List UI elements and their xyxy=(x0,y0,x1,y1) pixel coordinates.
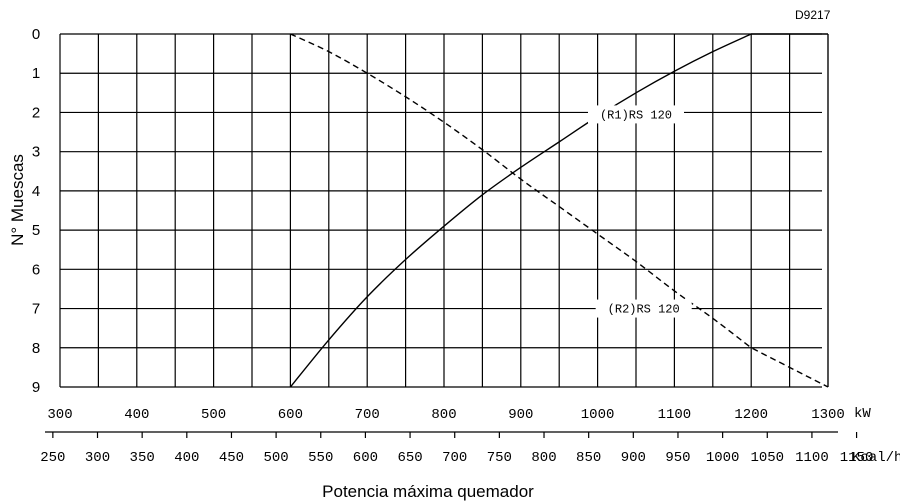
x-tick-label-kcal: 500 xyxy=(264,450,289,466)
x-tick-label-kcal: 1050 xyxy=(750,450,784,466)
x-axis-title: Potencia máxima quemador xyxy=(322,482,534,501)
y-tick-label: 3 xyxy=(32,144,40,161)
y-tick-label: 0 xyxy=(32,26,40,43)
x-unit-kw: kW xyxy=(854,406,871,422)
x-tick-label-kcal: 1150 xyxy=(840,450,874,466)
x-axis-kcal: 250 300 350 400 450 500 550 600 650 700 750 800 850 9… xyxy=(40,431,874,466)
series-label-2: (R2)RS 120 xyxy=(608,303,680,317)
series-label-bg xyxy=(595,299,692,318)
x-tick-label-kcal: 450 xyxy=(219,450,244,466)
x-tick-label-kcal: 950 xyxy=(665,450,690,466)
x-tick-label-kw: 900 xyxy=(508,407,533,423)
series-label-1: (R1)RS 120 xyxy=(600,108,672,122)
x-tick-label-kw: 400 xyxy=(124,407,149,423)
x-tick-label-kcal: 400 xyxy=(174,450,199,466)
y-tick-label: 9 xyxy=(32,379,40,396)
x-tick-label-kw: 600 xyxy=(278,407,303,423)
y-tick-label: 1 xyxy=(32,65,40,82)
y-tick-label: 2 xyxy=(32,104,40,121)
y-tick-label: 5 xyxy=(32,222,40,239)
y-tick-label: 6 xyxy=(32,261,40,278)
x-unit-kcal: Kcal/h xyxy=(852,450,900,466)
x-tick-label-kw: 1000 xyxy=(581,407,615,423)
y-tick-label: 4 xyxy=(32,183,40,200)
x-tick-label-kcal: 800 xyxy=(531,450,556,466)
x-tick-label-kw: 700 xyxy=(355,407,380,423)
x-tick-label-kcal: 700 xyxy=(442,450,467,466)
drawing-code: D9217 xyxy=(795,8,831,22)
x-tick-label-kcal: 250 xyxy=(40,450,65,466)
series-layer: (R1)RS 120 (R2)RS 120 xyxy=(289,33,829,388)
grid xyxy=(59,33,829,388)
x-tick-labels-kw: 300 400 500 600 700 800 900 1000 1100 1200 1300 xyxy=(47,407,844,423)
x-tick-label-kw: 1200 xyxy=(734,407,768,423)
y-axis-title: N° Muescas xyxy=(8,154,27,246)
x-tick-label-kcal: 1000 xyxy=(706,450,740,466)
x-tick-label-kw: 800 xyxy=(431,407,456,423)
x-tick-label-kcal: 850 xyxy=(576,450,601,466)
y-tick-label: 8 xyxy=(32,340,40,357)
x-tick-label-kw: 1300 xyxy=(811,407,845,423)
y-tick-label: 7 xyxy=(32,301,40,318)
x-tick-label-kcal: 750 xyxy=(487,450,512,466)
x-tick-label-kw: 300 xyxy=(47,407,72,423)
x-tick-label-kw: 500 xyxy=(201,407,226,423)
x-tick-label-kcal: 600 xyxy=(353,450,378,466)
x-tick-label-kw: 1100 xyxy=(658,407,692,423)
x-tick-label-kcal: 350 xyxy=(130,450,155,466)
x-tick-label-kcal: 650 xyxy=(397,450,422,466)
x-tick-label-kcal: 1100 xyxy=(795,450,829,466)
series-label-bg xyxy=(588,105,684,124)
series-line-1 xyxy=(289,33,828,388)
x-tick-label-kcal: 550 xyxy=(308,450,333,466)
x-tick-label-kcal: 300 xyxy=(85,450,110,466)
x-tick-label-kcal: 900 xyxy=(621,450,646,466)
series-line-2 xyxy=(290,33,829,388)
y-tick-labels: 0 1 2 3 4 5 6 7 8 9 xyxy=(32,26,40,396)
